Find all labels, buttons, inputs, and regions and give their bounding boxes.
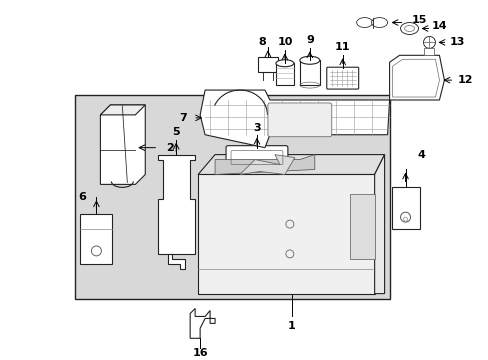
Polygon shape [158,154,195,254]
Text: 14: 14 [431,21,447,31]
FancyBboxPatch shape [81,214,112,264]
FancyBboxPatch shape [391,187,419,229]
Text: 7: 7 [179,113,187,123]
Polygon shape [190,309,215,338]
FancyBboxPatch shape [299,60,319,85]
FancyBboxPatch shape [275,63,293,85]
FancyBboxPatch shape [225,146,287,170]
Polygon shape [198,175,374,294]
Text: 9: 9 [305,35,313,45]
Text: 10: 10 [277,37,292,48]
Polygon shape [240,154,294,175]
Ellipse shape [299,56,319,64]
Text: 3: 3 [253,123,260,133]
Polygon shape [215,154,314,175]
FancyBboxPatch shape [267,103,331,137]
Text: 8: 8 [258,37,265,48]
Text: 16: 16 [192,348,207,358]
Text: 15: 15 [411,14,427,24]
Text: 4: 4 [417,150,425,159]
Ellipse shape [371,18,387,27]
Circle shape [423,36,435,48]
Ellipse shape [356,18,372,27]
Text: 5: 5 [172,127,180,137]
Text: 12: 12 [457,75,472,85]
FancyBboxPatch shape [75,95,389,298]
Polygon shape [198,154,384,175]
Polygon shape [374,154,384,294]
Polygon shape [100,105,145,115]
Polygon shape [349,194,374,259]
Text: 6: 6 [79,192,86,202]
FancyBboxPatch shape [326,67,358,89]
Polygon shape [100,105,145,184]
Polygon shape [200,90,389,148]
Text: 13: 13 [449,37,464,48]
Ellipse shape [275,60,293,67]
FancyBboxPatch shape [258,57,277,72]
Text: 11: 11 [334,42,350,52]
Ellipse shape [400,23,418,35]
FancyBboxPatch shape [424,48,433,55]
Polygon shape [168,254,185,269]
Text: 2: 2 [166,143,174,153]
Polygon shape [389,55,444,100]
Text: 1: 1 [287,321,295,332]
